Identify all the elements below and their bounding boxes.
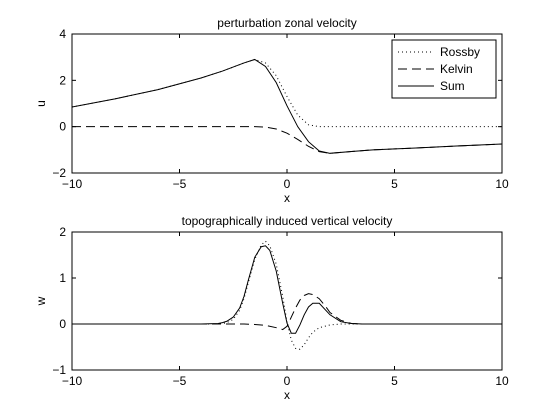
y-tick-label: 1 xyxy=(59,271,66,285)
y-tick-label: 0 xyxy=(59,120,66,134)
x-tick-label: 5 xyxy=(391,177,398,191)
y-axis-label: u xyxy=(34,100,48,107)
legend-label-kelvin: Kelvin xyxy=(440,62,473,76)
subplot-1: −10 −5 0 5 10 −2 0 2 4 perturbation zonal velocit… xyxy=(34,16,509,205)
series-sum-line xyxy=(72,58,502,154)
x-tick-label: 5 xyxy=(391,374,398,388)
x-tick-label: −5 xyxy=(173,374,187,388)
y-tick-label: 4 xyxy=(59,27,66,41)
series-rossby-line xyxy=(72,240,502,350)
legend: Rossby Kelvin Sum xyxy=(391,39,497,99)
x-axis-label: x xyxy=(284,388,290,402)
series-kelvin-line xyxy=(72,126,502,154)
y-tick-label: 0 xyxy=(59,317,66,331)
x-tick-label: 10 xyxy=(495,177,509,191)
x-axis-label: x xyxy=(284,191,290,205)
chart-title: perturbation zonal velocity xyxy=(217,16,356,30)
x-tick-label: −10 xyxy=(62,374,83,388)
y-tick-label: 2 xyxy=(59,73,66,87)
axes-frame xyxy=(71,231,503,371)
series-kelvin-line xyxy=(72,293,502,331)
legend-label-rossby: Rossby xyxy=(440,45,480,59)
series-sum-line xyxy=(72,245,502,334)
legend-box xyxy=(391,39,497,99)
y-tick-label: −1 xyxy=(52,363,66,377)
y-tick-label: 2 xyxy=(59,225,66,239)
x-tick-label: 0 xyxy=(284,374,291,388)
legend-label-sum: Sum xyxy=(440,79,465,93)
x-tick-label: −10 xyxy=(62,177,83,191)
x-tick-label: 10 xyxy=(495,374,509,388)
x-tick-label: 0 xyxy=(284,177,291,191)
y-tick-label: −2 xyxy=(52,166,66,180)
x-tick-label: −5 xyxy=(173,177,187,191)
chart-title: topographically induced vertical velocit… xyxy=(182,214,393,228)
y-axis-label: w xyxy=(34,296,48,306)
